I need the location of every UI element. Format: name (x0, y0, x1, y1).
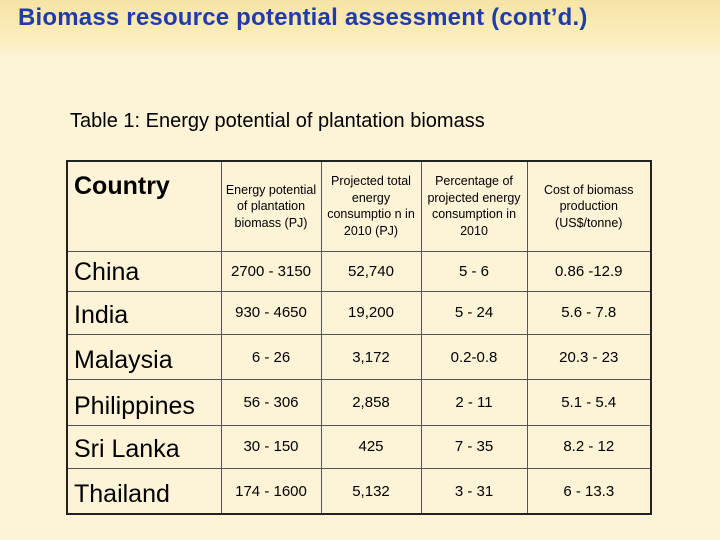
cell-percentage: 7 - 35 (420, 424, 528, 470)
slide-title: Biomass resource potential assessment (c… (18, 4, 588, 31)
table-row: Sri Lanka 30 - 150 425 7 - 35 8.2 - 12 (66, 424, 652, 470)
table-row: China 2700 - 3150 52,740 5 - 6 0.86 -12.9 (66, 250, 652, 292)
table-row: Philippines 56 - 306 2,858 2 - 11 5.1 - 5.4 (66, 379, 652, 426)
cell-cost: 6 - 13.3 (526, 468, 652, 515)
table-row: Thailand 174 - 1600 5,132 3 - 31 6 - 13.3 (66, 468, 652, 515)
cell-country: Malaysia (66, 334, 222, 381)
table-header-row: Country Energy potential of plantation b… (66, 160, 652, 252)
cell-cost: 8.2 - 12 (526, 424, 652, 470)
cell-energy-potential: 30 - 150 (220, 424, 322, 470)
cell-projected-consumption: 2,858 (320, 379, 422, 426)
cell-cost: 20.3 - 23 (526, 334, 652, 381)
cell-energy-potential: 56 - 306 (220, 379, 322, 426)
header-percentage: Percentage of projected energy consumpti… (420, 160, 528, 252)
cell-country: India (66, 290, 222, 336)
cell-cost: 0.86 -12.9 (526, 250, 652, 292)
cell-country: Thailand (66, 468, 222, 515)
cell-country: Philippines (66, 379, 222, 426)
header-cost: Cost of biomass production (US$/tonne) (526, 160, 652, 252)
cell-percentage: 3 - 31 (420, 468, 528, 515)
cell-country: Sri Lanka (66, 424, 222, 470)
table-row: Malaysia 6 - 26 3,172 0.2-0.8 20.3 - 23 (66, 334, 652, 381)
table-caption: Table 1: Energy potential of plantation … (70, 110, 485, 132)
cell-projected-consumption: 52,740 (320, 250, 422, 292)
header-energy-potential: Energy potential of plantation biomass (… (220, 160, 322, 252)
cell-cost: 5.6 - 7.8 (526, 290, 652, 336)
title-bar (0, 0, 720, 58)
cell-projected-consumption: 5,132 (320, 468, 422, 515)
cell-projected-consumption: 3,172 (320, 334, 422, 381)
cell-energy-potential: 174 - 1600 (220, 468, 322, 515)
cell-percentage: 0.2-0.8 (420, 334, 528, 381)
cell-percentage: 5 - 24 (420, 290, 528, 336)
table-row: India 930 - 4650 19,200 5 - 24 5.6 - 7.8 (66, 290, 652, 336)
cell-energy-potential: 2700 - 3150 (220, 250, 322, 292)
header-country: Country (66, 160, 222, 252)
cell-projected-consumption: 425 (320, 424, 422, 470)
cell-percentage: 5 - 6 (420, 250, 528, 292)
cell-percentage: 2 - 11 (420, 379, 528, 426)
header-projected-consumption: Projected total energy consumptio n in 2… (320, 160, 422, 252)
cell-energy-potential: 6 - 26 (220, 334, 322, 381)
cell-country: China (66, 250, 222, 292)
cell-cost: 5.1 - 5.4 (526, 379, 652, 426)
energy-potential-table: Country Energy potential of plantation b… (66, 160, 652, 515)
cell-projected-consumption: 19,200 (320, 290, 422, 336)
cell-energy-potential: 930 - 4650 (220, 290, 322, 336)
